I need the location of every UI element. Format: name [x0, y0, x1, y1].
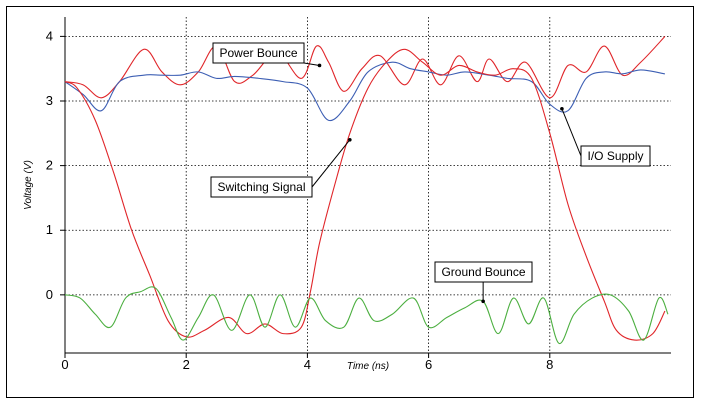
- callout-box: [212, 42, 305, 64]
- callout-box: [434, 261, 533, 283]
- x-tick-label: 4: [304, 357, 311, 372]
- x-tick-label: 6: [425, 357, 432, 372]
- y-axis-label: Voltage (V): [23, 160, 34, 210]
- callout-leader: [561, 108, 582, 157]
- callout-box: [210, 176, 313, 198]
- chart-frame: Power Bounce I/O Supply Switching Signal Gr…: [6, 6, 694, 398]
- callout-label: I/O Supply: [587, 149, 643, 163]
- y-tick-label: 1: [46, 222, 53, 237]
- x-tick-label: 0: [61, 357, 68, 372]
- x-tick-label: 2: [183, 357, 190, 372]
- series-line-power-bounce: [64, 36, 666, 99]
- callout-leader: [303, 62, 320, 66]
- y-tick-label: 2: [46, 158, 53, 173]
- y-tick-label: 3: [46, 93, 53, 108]
- callout-pointer: [348, 137, 352, 142]
- grid-lines: [60, 17, 671, 358]
- callout-pointer: [481, 299, 485, 304]
- callout-ground-bounce: Ground Bounce: [434, 261, 533, 304]
- callout-leader: [311, 139, 351, 188]
- callout-i-o-supply: I/O Supply: [560, 106, 651, 167]
- callout-pointer: [317, 63, 322, 68]
- x-tick-label: 8: [546, 357, 553, 372]
- tick-labels: 0 2 4 6 8 0 1 2 3 4: [46, 28, 554, 372]
- callout-box: [580, 145, 651, 167]
- series-line-ground-bounce: [64, 286, 669, 344]
- voltage-chart: Power Bounce I/O Supply Switching Signal Gr…: [23, 17, 671, 372]
- x-axis-label: Time (ns): [347, 361, 389, 372]
- y-tick-label: 4: [46, 28, 53, 43]
- callout-pointer: [560, 106, 564, 111]
- series-line-i-o-supply: [64, 61, 666, 122]
- plot-area: [64, 36, 669, 344]
- callout-label: Switching Signal: [217, 180, 305, 194]
- callout-label: Power Bounce: [219, 46, 297, 60]
- callouts: Power Bounce I/O Supply Switching Signal Gr…: [210, 42, 651, 304]
- callout-label: Ground Bounce: [441, 265, 525, 279]
- callout-switching-signal: Switching Signal: [210, 137, 352, 198]
- callout-power-bounce: Power Bounce: [212, 42, 322, 68]
- y-tick-label: 0: [46, 287, 53, 302]
- series-line-switching-signal: [64, 48, 666, 341]
